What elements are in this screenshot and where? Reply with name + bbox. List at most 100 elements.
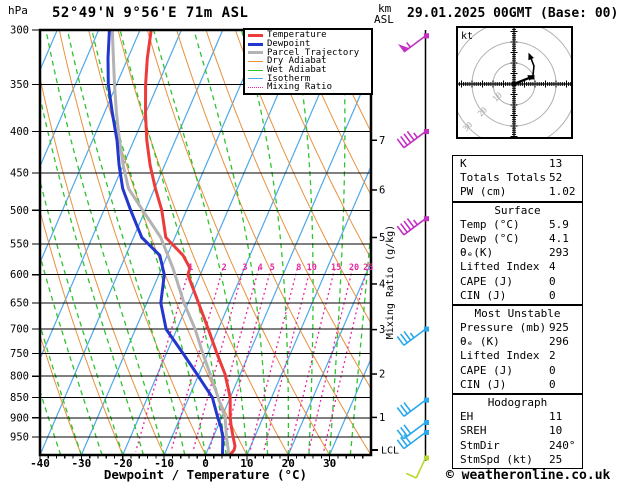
indices-box-title: Hodograph [487,396,548,409]
indices-label: EH [460,410,474,424]
indices-value: 0 [549,274,556,288]
mixing-ratio-label: 8 [296,263,301,273]
indices-row: Totals Totals 52 [453,171,582,185]
indices-box-title: Surface [494,203,541,217]
legend-line-sample-temperature [248,33,263,37]
temperature-tick-label: 30 [323,457,336,470]
indices-value: 11 [549,410,563,424]
isotherms [40,30,371,455]
dewpoint-trace [106,30,225,455]
indices-panel: K 13 Totals Totals 52 PW (cm) 1.02 Surface Temp… [452,155,583,469]
indices-label: Lifted Index [460,260,540,274]
indices-value: 52 [549,171,563,185]
indices-box: Most Unstable Pressure (mb) 925 θₑ (K) 296 Li… [452,304,583,394]
temperature-tick-label: 0 [202,457,209,470]
km-tick-label: 5 [379,232,385,244]
indices-value: 10 [549,424,563,438]
indices-value: 5.9 [549,217,569,231]
indices-value: 296 [549,335,569,349]
temperature-tick-label: -40 [30,457,50,470]
pressure-tick-label: 800 [10,371,29,383]
legend-item: Dry Adiabat [245,57,371,66]
indices-value: 0 [549,288,556,302]
hodograph-border [456,26,573,139]
indices-row: CAPE (J) 0 [453,275,582,289]
legend-item: Dewpoint [245,39,371,49]
copyright-footer: © weatheronline.co.uk [446,468,611,483]
indices-value: 4.1 [549,231,569,245]
indices-value: 25 [549,452,563,466]
indices-label: Dewp (°C) [460,231,520,245]
altitude-axis: 1 2 3 4 5 6 7 LCL [371,135,399,457]
legend-line-sample-parcel [248,51,263,55]
legend-line-sample-wet_adiabat [248,69,263,71]
mixing-ratio-label: 4 [258,263,263,273]
hodograph-unit-label: kt [461,31,473,42]
km-tick-label: 7 [379,135,385,147]
pressure-tick-label: 550 [10,238,29,250]
wind-barb [396,216,429,236]
indices-label: CIN (J) [460,288,507,302]
indices-label: StmSpd (kt) [460,452,533,466]
legend-line-sample-dewpoint [248,42,263,46]
skewt-grid [40,30,371,455]
mixing-ratio-label: 15 [331,263,341,273]
temperature-axis: -40 -30 -20 -10 0 10 20 30 [30,455,364,470]
km-tick-label: 4 [379,278,385,290]
indices-row: Temp (°C) 5.9 [453,218,582,232]
mixing-ratio-label: 10 [307,263,317,273]
km-tick-label: 2 [379,369,385,381]
temperature-trace [144,30,237,455]
pressure-tick-label: 700 [10,324,29,336]
indices-label: Totals Totals [460,171,547,185]
indices-label: CAPE (J) [460,363,513,377]
wind-barb [396,429,429,450]
legend-item: Mixing Ratio [245,83,371,92]
wind-barb [396,129,429,149]
pressure-tick-label: 300 [10,25,29,37]
mixing-ratio-label: 3 [242,263,247,273]
indices-box: Surface Temp (°C) 5.9 Dewp (°C) 4.1 θₑ(K) 293 L… [452,201,583,305]
indices-label: θₑ (K) [460,335,500,349]
pressure-tick-label: 350 [10,79,29,91]
indices-value: 0 [549,377,556,391]
mixing-ratio-label: 25 [363,263,373,273]
lcl-label: LCL [381,446,399,457]
legend-item: Parcel Trajectory [245,48,371,57]
mixing-ratio-label: 5 [270,263,275,273]
indices-label: PW (cm) [460,185,507,199]
temperature-tick-label: -10 [154,457,174,470]
temperature-axis-title: Dewpoint / Temperature (°C) [103,467,308,482]
indices-row: θₑ (K) 296 [453,335,582,349]
indices-row: CIN (J) 0 [453,378,582,392]
indices-value: 1.02 [549,185,576,199]
legend: Temperature Dewpoint Parcel Trajectory Dry … [243,28,373,95]
pressure-tick-label: 850 [10,392,29,404]
legend-item: Wet Adiabat [245,64,371,75]
indices-label: StmDir [460,438,500,452]
temperature-tick-label: -30 [71,457,91,470]
indices-row: StmDir 240° [453,439,582,453]
altitude-axis-unit-asl: ASL [374,13,394,26]
mixing-ratio-label: 20 [349,263,359,273]
temperature-tick-label: -20 [113,457,133,470]
temperature-tick-label: 10 [240,457,253,470]
altitude-axis-unit-km: km [378,2,392,15]
indices-box: Hodograph EH 11 SREH 10 StmDir 240° StmSpd (kt)… [452,394,583,469]
station-title: 52°49'N 9°56'E 71m ASL [52,5,249,21]
indices-row: Lifted Index 4 [453,260,582,274]
km-tick-label: 3 [379,324,385,336]
indices-value: 925 [549,321,569,335]
indices-label: K [460,157,467,170]
indices-label: CIN (J) [460,377,507,391]
km-tick-label: 6 [379,184,385,196]
indices-label: CAPE (J) [460,274,513,288]
indices-row: Pressure (mb) 925 [453,321,582,335]
km-tick-label: 1 [379,412,385,424]
wind-barb [396,326,429,346]
legend-label: Wet Adiabat [267,64,327,75]
wind-barb [405,455,429,479]
indices-value: 2 [549,349,556,363]
